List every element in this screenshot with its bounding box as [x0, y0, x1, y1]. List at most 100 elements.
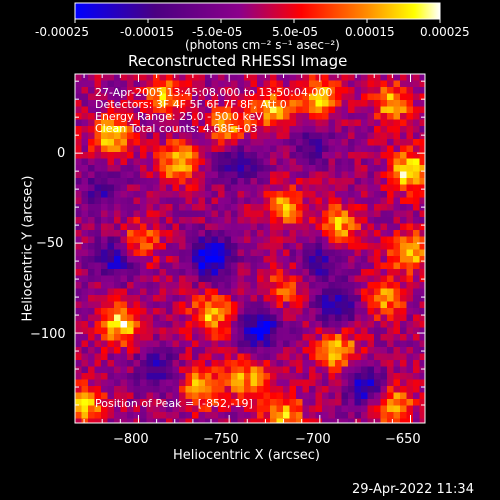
heatmap-cell	[159, 379, 167, 387]
heatmap-cell	[244, 113, 251, 120]
heatmap-cell	[270, 353, 277, 361]
heatmap-cell	[270, 301, 277, 309]
heatmap-cell	[387, 353, 394, 361]
heatmap-cell	[75, 366, 82, 374]
heatmap-cell	[354, 87, 362, 94]
heatmap-cell	[244, 256, 251, 263]
heatmap-cell	[205, 106, 212, 114]
heatmap-cell	[237, 275, 245, 283]
heatmap-cell	[107, 178, 115, 185]
heatmap-cell	[257, 275, 264, 283]
heatmap-cell	[185, 87, 193, 94]
heatmap-cell	[133, 230, 141, 237]
heatmap-cell	[237, 165, 245, 172]
heatmap-cell	[205, 197, 212, 205]
heatmap-cell	[192, 262, 199, 270]
heatmap-cell	[185, 139, 193, 146]
heatmap-cell	[179, 269, 186, 276]
heatmap-cell	[367, 379, 375, 387]
heatmap-cell	[172, 243, 180, 250]
heatmap-cell	[237, 184, 245, 192]
heatmap-cell	[380, 197, 388, 205]
heatmap-cell	[302, 80, 310, 88]
heatmap-cell	[315, 295, 323, 302]
heatmap-cell	[153, 340, 160, 348]
heatmap-cell	[231, 321, 238, 328]
heatmap-cell	[107, 184, 115, 192]
heatmap-cell	[270, 405, 277, 413]
heatmap-cell	[146, 353, 154, 361]
heatmap-cell	[101, 126, 108, 133]
heatmap-cell	[198, 347, 206, 354]
heatmap-cell	[250, 165, 258, 172]
heatmap-cell	[94, 145, 102, 153]
heatmap-cell	[172, 158, 180, 166]
heatmap-cell	[211, 165, 219, 172]
heatmap-cell	[88, 126, 95, 133]
heatmap-cell	[263, 217, 271, 224]
heatmap-cell	[296, 366, 303, 374]
heatmap-cell	[400, 288, 407, 296]
heatmap-cell	[114, 100, 121, 107]
heatmap-cell	[419, 197, 425, 205]
heatmap-cell	[250, 418, 258, 423]
heatmap-cell	[361, 100, 368, 107]
heatmap-cell	[380, 152, 388, 159]
heatmap-cell	[153, 314, 160, 322]
heatmap-cell	[400, 145, 407, 153]
heatmap-cell	[88, 236, 95, 244]
heatmap-cell	[185, 275, 193, 283]
heatmap-cell	[198, 249, 206, 257]
heatmap-cell	[341, 184, 349, 192]
heatmap-cell	[192, 301, 199, 309]
heatmap-cell	[367, 340, 375, 348]
heatmap-cell	[302, 262, 310, 270]
heatmap-cell	[172, 353, 180, 361]
heatmap-cell	[400, 106, 407, 114]
heatmap-cell	[257, 321, 264, 328]
heatmap-cell	[374, 353, 381, 361]
heatmap-cell	[315, 165, 323, 172]
heatmap-cell	[88, 275, 95, 283]
heatmap-cell	[185, 269, 193, 276]
heatmap-cell	[250, 139, 258, 146]
heatmap-cell	[387, 184, 394, 192]
heatmap-cell	[166, 334, 173, 341]
heatmap-cell	[419, 191, 425, 198]
heatmap-cell	[400, 126, 407, 133]
heatmap-cell	[263, 399, 271, 406]
heatmap-cell	[328, 295, 336, 302]
heatmap-cell	[185, 249, 193, 257]
heatmap-cell	[283, 191, 290, 198]
heatmap-cell	[244, 386, 251, 393]
heatmap-cell	[75, 184, 82, 192]
heatmap-cell	[231, 308, 238, 315]
heatmap-cell	[309, 386, 316, 393]
heatmap-cell	[309, 334, 316, 341]
heatmap-cell	[153, 308, 160, 315]
heatmap-cell	[198, 184, 206, 192]
heatmap-cell	[328, 139, 336, 146]
heatmap-cell	[250, 230, 258, 237]
heatmap-cell	[354, 184, 362, 192]
heatmap-cell	[302, 295, 310, 302]
heatmap-cell	[322, 145, 329, 153]
heatmap-cell	[354, 314, 362, 322]
heatmap-cell	[205, 399, 212, 406]
heatmap-cell	[146, 412, 154, 419]
heatmap-cell	[166, 262, 173, 270]
heatmap-cell	[367, 275, 375, 283]
heatmap-cell	[335, 262, 342, 270]
heatmap-cell	[387, 327, 394, 335]
heatmap-cell	[315, 262, 323, 270]
heatmap-cell	[127, 80, 134, 88]
heatmap-cell	[81, 230, 89, 237]
heatmap-cell	[88, 334, 95, 341]
heatmap-cell	[101, 308, 108, 315]
heatmap-cell	[367, 119, 375, 127]
heatmap-cell	[127, 217, 134, 224]
heatmap-cell	[172, 373, 180, 380]
heatmap-cell	[387, 308, 394, 315]
heatmap-cell	[393, 288, 401, 296]
heatmap-cell	[237, 100, 245, 107]
